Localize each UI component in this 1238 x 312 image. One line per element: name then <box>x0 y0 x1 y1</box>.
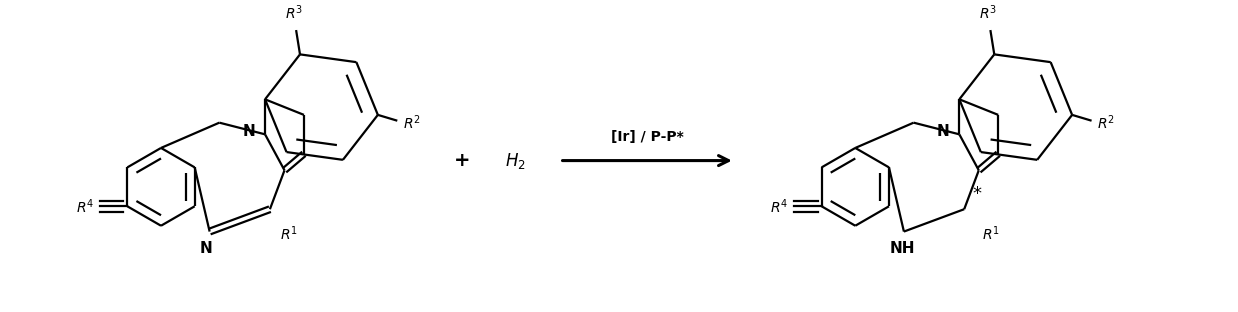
Text: $R^2$: $R^2$ <box>404 113 421 132</box>
Text: *: * <box>972 185 980 203</box>
Text: $R^4$: $R^4$ <box>76 197 94 216</box>
Text: +: + <box>454 151 470 170</box>
Text: $H_2$: $H_2$ <box>505 151 525 171</box>
Text: N: N <box>243 124 255 139</box>
Text: [Ir] / P-P*: [Ir] / P-P* <box>610 130 683 144</box>
Text: N: N <box>199 241 212 256</box>
Text: $R^1$: $R^1$ <box>982 225 999 243</box>
Text: $R^4$: $R^4$ <box>770 197 789 216</box>
Text: $R^2$: $R^2$ <box>1097 113 1115 132</box>
Text: NH: NH <box>889 241 915 256</box>
Text: N: N <box>937 124 950 139</box>
Text: $R^3$: $R^3$ <box>285 4 303 22</box>
Text: $R^1$: $R^1$ <box>280 225 297 243</box>
Text: $R^3$: $R^3$ <box>979 4 998 22</box>
